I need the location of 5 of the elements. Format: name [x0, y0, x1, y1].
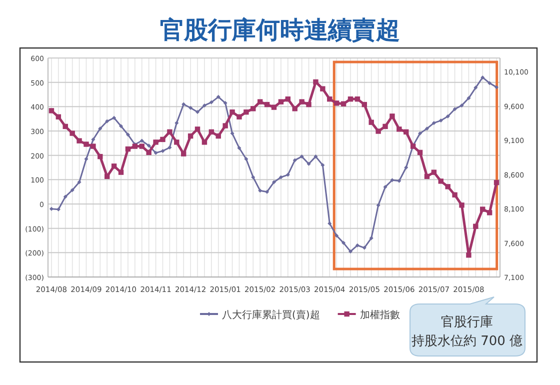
legend-label: 八大行庫累計買(賣)超 — [222, 309, 320, 321]
chart-title: 官股行庫何時連續賣超 — [160, 16, 400, 44]
text: 官股行庫 — [441, 314, 493, 330]
legend-label: 加權指數 — [360, 309, 400, 321]
text: 持股水位約 700 億 — [411, 334, 523, 349]
